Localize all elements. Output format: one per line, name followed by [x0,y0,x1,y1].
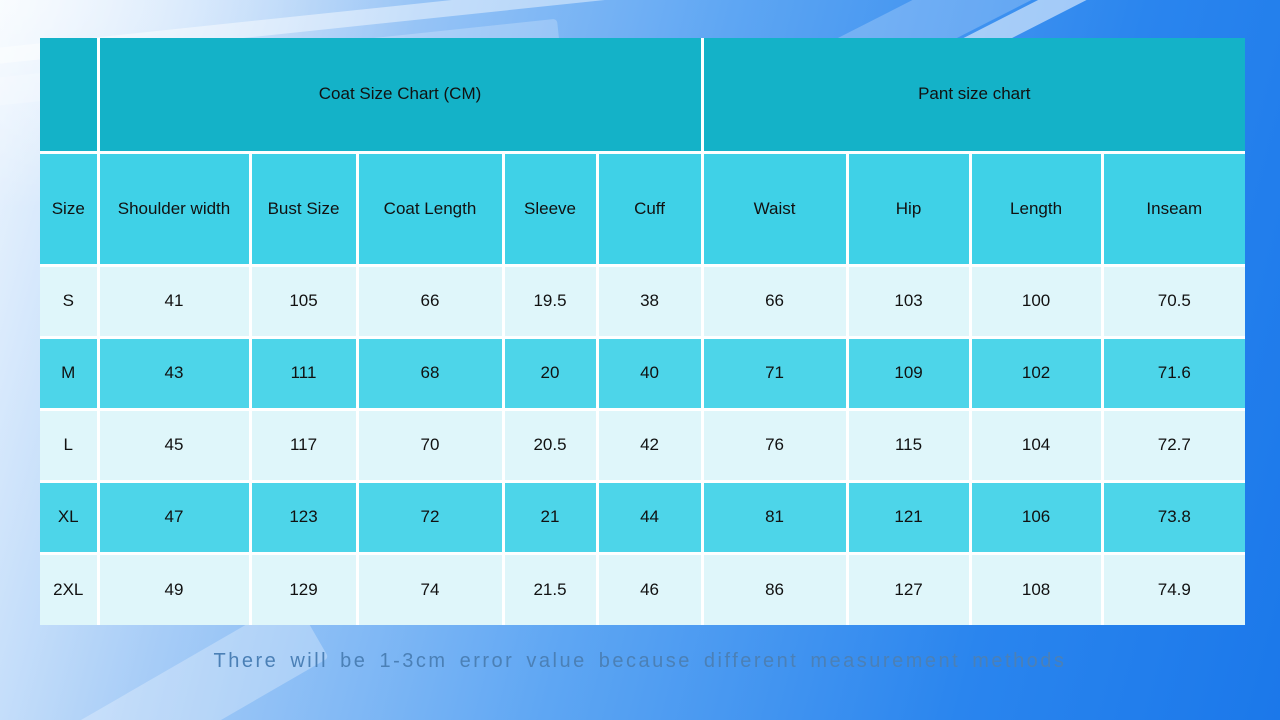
measurement-cell: 72.7 [1100,407,1247,483]
measurement-cell: 21 [501,479,599,555]
size-label-cell: L [38,407,100,483]
measurement-cell: 44 [595,479,704,555]
column-header: Bust Size [248,150,359,267]
size-label-cell: M [38,335,100,411]
measurement-cell: 46 [595,551,704,627]
measurement-cell: 43 [96,335,252,411]
measurement-cell: 111 [248,335,359,411]
size-chart-table: Coat Size Chart (CM) Pant size chart Siz… [38,36,1247,627]
measurement-cell: 109 [845,335,972,411]
table-row: 2XL 49 129 74 21.5 46 86 127 108 74.9 [38,551,1247,627]
measurement-cell: 123 [248,479,359,555]
size-label-cell: S [38,263,100,339]
measurement-cell: 70 [355,407,505,483]
column-header: Sleeve [501,150,599,267]
table-body: S 41 105 66 19.5 38 66 103 100 70.5 M 43 111 68 20 40 71… [38,263,1247,627]
table-row: XL 47 123 72 21 44 81 121 106 73.8 [38,479,1247,555]
measurement-cell: 86 [700,551,849,627]
footer-note: There will be 1-3cm error value because … [213,650,1067,672]
measurement-cell: 68 [355,335,505,411]
measurement-cell: 104 [968,407,1104,483]
measurement-cell: 45 [96,407,252,483]
measurement-cell: 100 [968,263,1104,339]
column-header: Inseam [1100,150,1247,267]
column-header: Coat Length [355,150,505,267]
size-label-cell: XL [38,479,100,555]
measurement-cell: 20.5 [501,407,599,483]
measurement-cell: 49 [96,551,252,627]
corner-cell [38,36,100,154]
pant-size-chart-header: Pant size chart [700,36,1247,154]
measurement-cell: 127 [845,551,972,627]
size-label-cell: 2XL [38,551,100,627]
coat-size-chart-header: Coat Size Chart (CM) [96,36,704,154]
column-header: Size [38,150,100,267]
column-header: Hip [845,150,972,267]
measurement-cell: 115 [845,407,972,483]
table-row: L 45 117 70 20.5 42 76 115 104 72.7 [38,407,1247,483]
measurement-cell: 76 [700,407,849,483]
measurement-cell: 72 [355,479,505,555]
measurement-cell: 73.8 [1100,479,1247,555]
measurement-cell: 71.6 [1100,335,1247,411]
measurement-cell: 38 [595,263,704,339]
measurement-cell: 42 [595,407,704,483]
column-header: Shoulder width [96,150,252,267]
measurement-cell: 41 [96,263,252,339]
measurement-cell: 66 [700,263,849,339]
measurement-cell: 71 [700,335,849,411]
measurement-cell: 20 [501,335,599,411]
column-header: Length [968,150,1104,267]
measurement-cell: 21.5 [501,551,599,627]
measurement-cell: 40 [595,335,704,411]
group-header-row: Coat Size Chart (CM) Pant size chart [38,36,1247,154]
measurement-cell: 129 [248,551,359,627]
measurement-cell: 66 [355,263,505,339]
measurement-cell: 103 [845,263,972,339]
table-row: S 41 105 66 19.5 38 66 103 100 70.5 [38,263,1247,339]
measurement-cell: 105 [248,263,359,339]
measurement-cell: 74 [355,551,505,627]
column-header: Cuff [595,150,704,267]
measurement-cell: 47 [96,479,252,555]
table-row: M 43 111 68 20 40 71 109 102 71.6 [38,335,1247,411]
measurement-cell: 102 [968,335,1104,411]
measurement-cell: 81 [700,479,849,555]
column-header-row: Size Shoulder width Bust Size Coat Length Sl… [38,150,1247,267]
measurement-cell: 121 [845,479,972,555]
measurement-cell: 117 [248,407,359,483]
column-header: Waist [700,150,849,267]
measurement-cell: 106 [968,479,1104,555]
measurement-cell: 19.5 [501,263,599,339]
measurement-cell: 74.9 [1100,551,1247,627]
measurement-cell: 70.5 [1100,263,1247,339]
table-head: Coat Size Chart (CM) Pant size chart Siz… [38,36,1247,267]
measurement-cell: 108 [968,551,1104,627]
